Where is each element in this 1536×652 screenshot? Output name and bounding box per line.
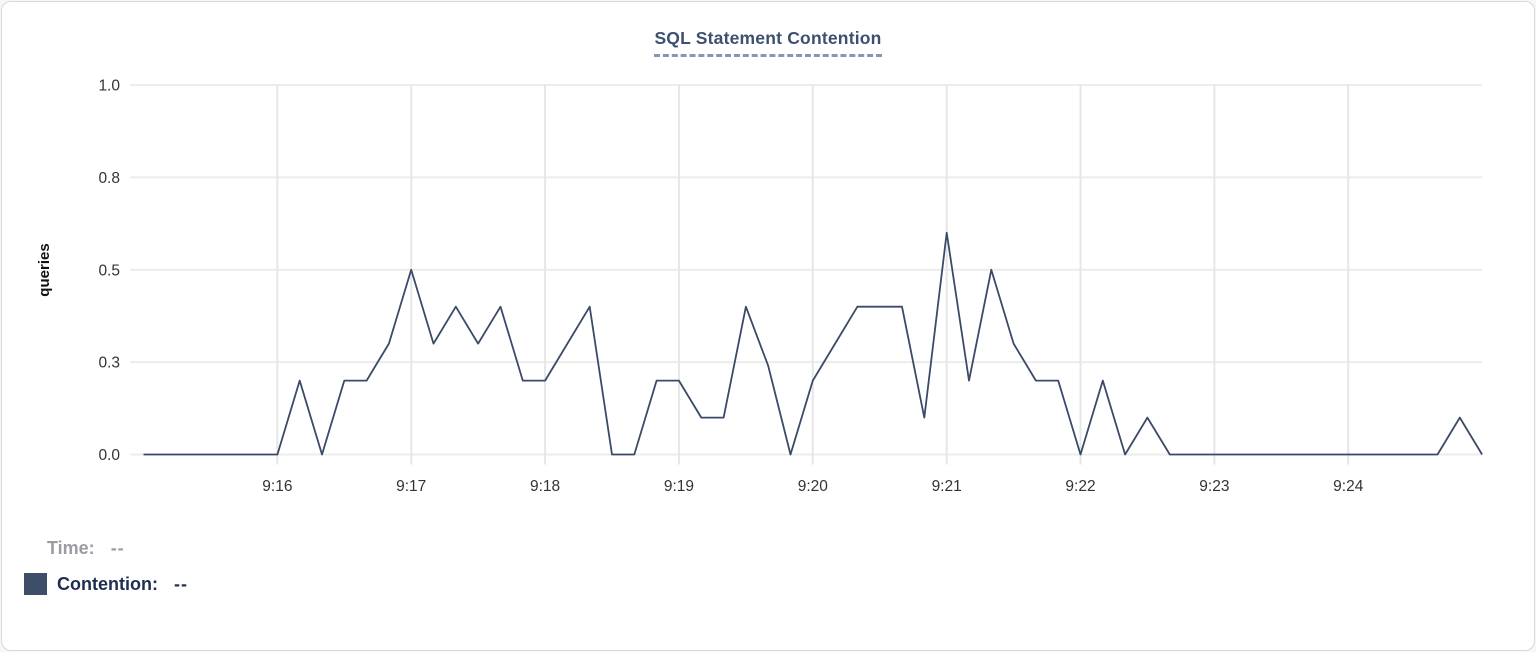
x-tick-label: 9:20: [798, 478, 829, 495]
legend-contention-label: Contention:: [57, 573, 158, 594]
x-tick-label: 9:23: [1199, 478, 1229, 495]
x-tick-label: 9:19: [664, 478, 694, 495]
x-tick-label: 9:18: [530, 478, 560, 495]
y-tick-label: 0.0: [98, 447, 120, 464]
x-tick-label: 9:21: [932, 478, 962, 495]
legend-contention-value: --: [173, 573, 188, 594]
chart-header: SQL Statement Contention: [2, 28, 1534, 57]
x-tick-label: 9:17: [396, 478, 426, 495]
chart-legend: Time: -- Contention: --: [2, 538, 1534, 609]
x-tick-label: 9:22: [1065, 478, 1095, 495]
y-tick-label: 0.8: [98, 170, 120, 187]
legend-time-row: Time: --: [2, 538, 1534, 559]
y-axis-title: queries: [36, 243, 53, 296]
y-gridlines: 0.0 0.3 0.5 0.8 1.0: [98, 78, 1482, 464]
legend-contention-row: Contention: --: [2, 573, 1534, 595]
y-tick-label: 0.5: [98, 262, 120, 279]
chart-title[interactable]: SQL Statement Contention: [654, 28, 882, 57]
legend-time-value: --: [110, 538, 125, 558]
x-gridlines: 9:16 9:17 9:18 9:19 9:20 9:21 9:22 9:23 9:24: [262, 85, 1364, 495]
x-tick-label: 9:16: [262, 478, 292, 495]
y-tick-label: 0.3: [98, 355, 120, 372]
legend-time-label: Time:: [47, 538, 95, 558]
x-tick-label: 9:24: [1333, 478, 1364, 495]
contention-series-swatch-icon: [24, 573, 47, 595]
y-tick-label: 1.0: [98, 78, 120, 95]
contention-series-line: [143, 231, 1483, 456]
contention-line-chart[interactable]: 0.00.30.50.81.09:16 9:17 9:18 9:19 9:20 9:21 9…: [2, 2, 1535, 532]
